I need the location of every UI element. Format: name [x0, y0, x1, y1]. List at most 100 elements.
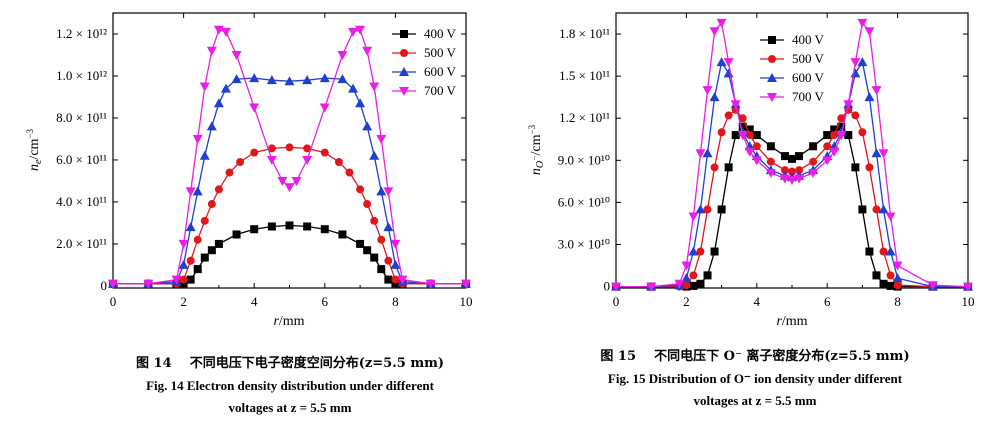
chart-o-ion-density: nO−/cm−3 r/mm 0 2 4 6 8 10 0 3.0 × 10¹⁰ 6.0 × 10…: [527, 12, 975, 329]
data-point: [356, 239, 365, 248]
data-point: [709, 92, 720, 102]
data-point: [695, 204, 706, 214]
y-tick-label: 2.0 × 10¹¹: [56, 236, 107, 251]
data-point: [377, 235, 386, 244]
data-point: [185, 187, 196, 197]
data-point: [302, 155, 313, 165]
data-point: [830, 131, 839, 140]
data-point: [334, 158, 343, 167]
data-point: [284, 76, 295, 86]
data-point: [370, 253, 379, 262]
data-point: [851, 163, 860, 172]
data-point: [724, 163, 733, 172]
y-axis-label: nO−/cm−3: [527, 124, 546, 175]
legend-label: 400 V: [424, 26, 457, 41]
data-point: [709, 27, 720, 37]
x-tick-label: 2: [180, 294, 187, 309]
data-point: [369, 82, 380, 92]
data-point: [886, 281, 895, 290]
data-point: [872, 271, 881, 280]
data-point: [865, 163, 874, 172]
data-point: [207, 200, 216, 209]
data-point: [178, 239, 189, 249]
data-point: [232, 230, 241, 239]
data-point: [765, 168, 776, 178]
data-point: [369, 150, 380, 160]
data-point: [723, 68, 734, 78]
y-axis-label: ne/cm−3: [25, 128, 44, 171]
data-point: [179, 275, 188, 284]
x-tick-label: 2: [683, 294, 690, 309]
data-point: [745, 131, 754, 140]
legend-marker: [399, 67, 409, 76]
x-tick-label: 0: [613, 294, 620, 309]
data-point: [376, 186, 387, 196]
data-point: [390, 239, 401, 249]
data-point: [337, 74, 348, 84]
data-point: [384, 275, 393, 284]
data-point: [766, 157, 775, 166]
data-point: [857, 18, 868, 28]
data-point: [738, 122, 747, 131]
data-point: [200, 253, 209, 262]
data-point: [879, 279, 888, 288]
data-point: [717, 128, 726, 137]
data-point: [892, 273, 903, 283]
data-point: [752, 142, 761, 151]
data-point: [794, 174, 805, 184]
data-point: [206, 46, 217, 56]
data-point: [745, 125, 754, 134]
data-point: [377, 265, 386, 274]
series-line-400v: [113, 224, 466, 285]
figure-14-label: 图 14: [136, 356, 172, 371]
data-point: [730, 100, 741, 110]
data-point: [611, 282, 621, 292]
data-point: [338, 230, 347, 239]
data-point: [236, 158, 245, 167]
data-point: [250, 225, 259, 234]
data-point: [108, 279, 118, 289]
data-point: [214, 185, 223, 194]
series-line-500v: [113, 146, 466, 285]
data-point: [267, 222, 276, 231]
data-point: [266, 75, 277, 85]
data-point: [688, 246, 699, 256]
series-line-500v: [616, 108, 968, 288]
data-point: [843, 100, 854, 110]
data-point: [696, 279, 705, 288]
data-point: [872, 205, 881, 214]
data-point: [850, 68, 861, 78]
data-point: [320, 148, 329, 157]
data-point: [779, 174, 790, 184]
data-point: [206, 121, 217, 131]
data-point: [823, 131, 832, 140]
data-point: [383, 222, 394, 232]
data-point: [390, 259, 401, 269]
data-point: [850, 58, 861, 68]
legend-marker: [767, 73, 777, 82]
data-point: [737, 131, 748, 141]
data-point: [682, 281, 691, 290]
data-point: [744, 147, 755, 157]
data-point: [213, 98, 224, 108]
data-point: [703, 271, 712, 280]
data-point: [192, 186, 203, 196]
data-point: [461, 279, 471, 289]
data-point: [355, 98, 366, 108]
data-point: [284, 183, 295, 193]
y-tick-label: 3.0 × 10¹⁰: [558, 237, 610, 252]
data-point: [363, 200, 372, 209]
data-point: [193, 235, 202, 244]
x-axis-label: r/mm: [273, 314, 304, 329]
data-point: [871, 148, 882, 158]
data-point: [788, 167, 796, 176]
y-tick-label: 1.5 × 10¹¹: [559, 68, 610, 83]
legend-marker: [768, 36, 776, 44]
x-tick-label: 6: [322, 294, 329, 309]
data-point: [809, 157, 818, 166]
y-tick-label: 6.0 × 10¹⁰: [558, 194, 610, 209]
data-point: [879, 247, 888, 256]
data-point: [787, 175, 797, 185]
data-point: [199, 82, 210, 92]
